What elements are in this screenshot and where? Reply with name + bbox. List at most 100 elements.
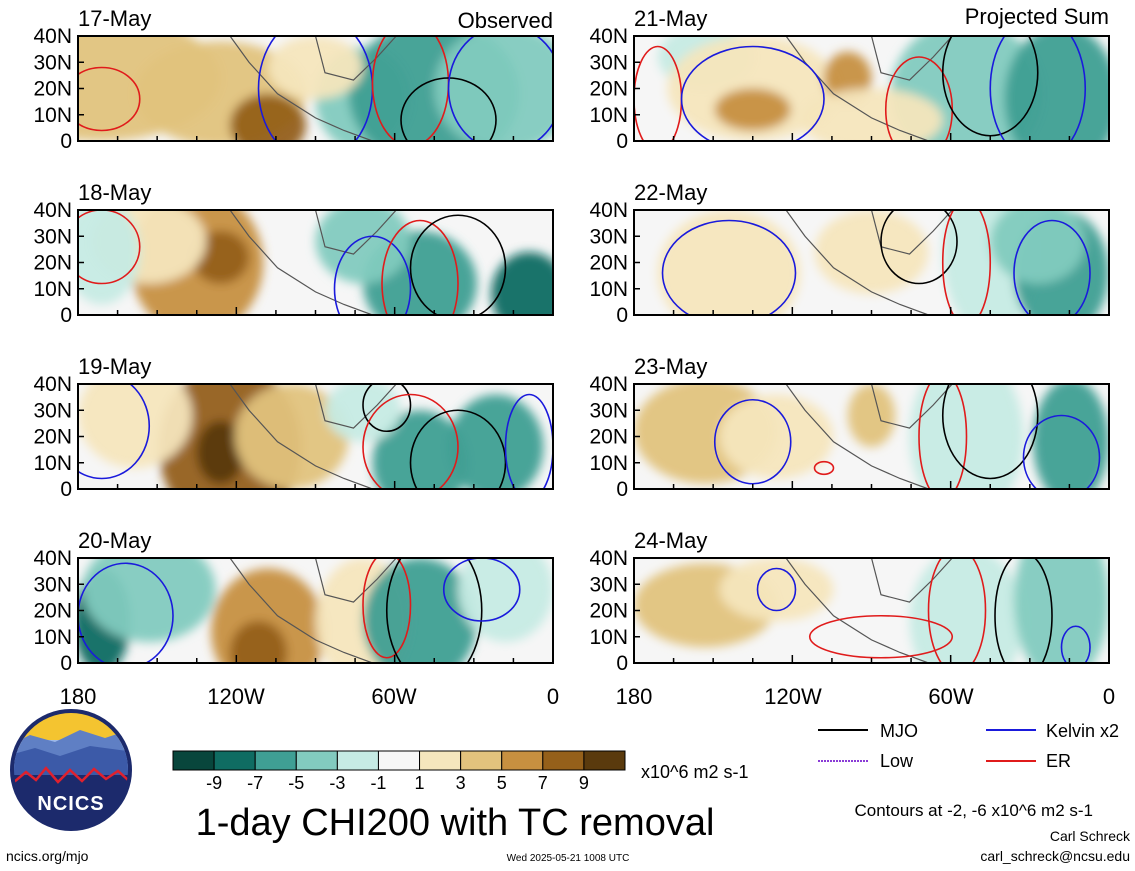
legend-label-mjo: MJO — [880, 721, 918, 741]
colorbar-label: 7 — [538, 773, 548, 793]
contour-line — [362, 384, 412, 433]
y-tick-label: 40N — [589, 547, 628, 570]
y-tick-label: 30N — [33, 399, 72, 422]
map-panel: 23-May 40N 30N 20N 10N 0 — [589, 354, 1110, 501]
y-tick-label: 40N — [33, 25, 72, 48]
contour-line — [1013, 219, 1091, 315]
y-tick-label: 0 — [60, 652, 72, 675]
shading-blob — [230, 93, 306, 141]
shading-blob — [719, 558, 834, 621]
y-tick-label: 0 — [60, 130, 72, 153]
y-tick-label: 0 — [616, 304, 628, 327]
shading-blob — [234, 384, 349, 489]
coastline — [229, 558, 397, 663]
x-axis-left: 180 120W 60W 0 — [60, 684, 559, 709]
legend-label-er: ER — [1046, 751, 1071, 771]
y-tick-label: 10N — [33, 278, 72, 301]
shading-blob — [196, 420, 245, 484]
y-tick-label: 0 — [60, 478, 72, 501]
map-panel: 19-May 40N 30N 20N 10N 0 — [33, 354, 554, 501]
contour-line — [1060, 625, 1091, 663]
contour-line — [941, 36, 1039, 137]
shading-blob — [78, 384, 192, 468]
contour-line — [680, 45, 825, 141]
y-tick-label: 20N — [589, 252, 628, 275]
coastline — [785, 558, 953, 663]
y-tick-label: 20N — [33, 78, 72, 101]
colorbar-label: -1 — [370, 773, 386, 793]
contour-legend: MJO Kelvin x2 Low ER — [818, 721, 1119, 771]
y-tick-label: 30N — [33, 51, 72, 74]
coastline — [785, 210, 953, 315]
shading-blob — [719, 394, 834, 479]
x-axis-right: 180 120W 60W 0 — [616, 684, 1115, 709]
map-panel: 24-May 40N 30N 20N 10N 0 — [589, 528, 1110, 675]
y-tick-label: 10N — [33, 626, 72, 649]
panel-date-label: 24-May — [634, 528, 707, 553]
x-tick-label: 120W — [207, 684, 265, 709]
colorbar-swatch — [295, 750, 338, 771]
shading-blob — [714, 88, 791, 131]
contour-line — [78, 384, 151, 480]
shading-blob — [990, 210, 1086, 284]
shading-blob — [315, 210, 411, 284]
x-tick-label: 0 — [547, 684, 559, 709]
colorbar-label: -7 — [247, 773, 263, 793]
coastline — [229, 36, 397, 141]
contour-line — [713, 398, 792, 485]
panel-date-label: 23-May — [634, 354, 707, 379]
y-tick-label: 10N — [589, 278, 628, 301]
coastline — [229, 210, 397, 315]
shading-blob — [448, 394, 544, 489]
contour-line — [756, 567, 797, 612]
shading-blob — [1033, 384, 1109, 489]
colorbar-swatch — [583, 750, 626, 771]
y-tick-label: 30N — [589, 573, 628, 596]
x-tick-label: 0 — [1103, 684, 1115, 709]
contour-line — [813, 460, 835, 476]
author-email[interactable]: carl_schreck@ncsu.edu — [980, 848, 1130, 864]
map-panel: 21-May 40N 30N 20N 10N 0 — [589, 6, 1110, 153]
contour-line — [409, 409, 507, 489]
y-tick-label: 20N — [589, 426, 628, 449]
x-tick-label: 180 — [616, 684, 653, 709]
colorbar-swatch — [377, 750, 421, 771]
y-tick-label: 0 — [616, 130, 628, 153]
contour-note: Contours at -2, -6 x10^6 m2 s-1 — [854, 801, 1093, 820]
contour-line — [661, 219, 797, 315]
colorbar-label: -9 — [206, 773, 222, 793]
shading-blob — [491, 252, 553, 315]
contour-line — [78, 562, 174, 663]
contour-line — [918, 384, 968, 489]
shading-blob — [814, 210, 929, 294]
ncics-logo[interactable]: NCICS — [10, 709, 135, 831]
y-tick-label: 40N — [33, 547, 72, 570]
source-url[interactable]: ncics.org/mjo — [6, 848, 89, 864]
colorbar-label: -3 — [329, 773, 345, 793]
shading-blob — [847, 384, 896, 447]
colorbar-swatch — [336, 750, 379, 771]
y-tick-label: 10N — [33, 104, 72, 127]
panel-date-label: 21-May — [634, 6, 707, 31]
y-tick-label: 30N — [589, 399, 628, 422]
colorbar-label: 3 — [456, 773, 466, 793]
shading-blob — [458, 558, 553, 642]
shading-blob — [192, 231, 249, 284]
y-tick-label: 10N — [589, 104, 628, 127]
shading-blob — [82, 558, 216, 642]
shading-blob — [1014, 558, 1109, 663]
author-name: Carl Schreck — [1050, 828, 1131, 844]
coastline — [785, 36, 953, 141]
contour-line — [442, 558, 521, 622]
colorbar-swatch — [419, 750, 462, 771]
x-tick-label: 60W — [928, 684, 973, 709]
y-tick-label: 30N — [589, 51, 628, 74]
shading-blob — [325, 384, 401, 442]
contour-line — [333, 235, 412, 315]
timestamp: Wed 2025-05-21 1008 UTC — [507, 853, 630, 864]
y-tick-label: 0 — [616, 652, 628, 675]
contour-line — [362, 558, 412, 659]
shading-blob — [657, 210, 801, 315]
colorbar-swatch — [254, 750, 297, 771]
contour-line — [941, 210, 992, 315]
